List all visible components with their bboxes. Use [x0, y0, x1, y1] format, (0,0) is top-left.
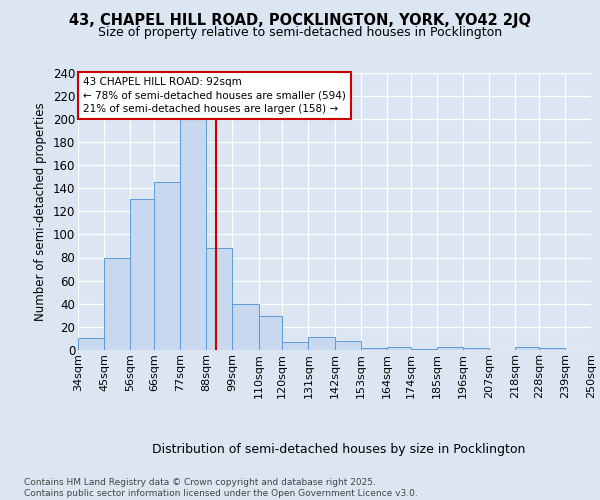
Bar — [539, 348, 565, 350]
Bar — [387, 346, 410, 350]
Bar — [335, 341, 361, 350]
Text: Size of property relative to semi-detached houses in Pocklington: Size of property relative to semi-detach… — [98, 26, 502, 39]
Bar — [591, 346, 600, 350]
Bar — [130, 198, 154, 350]
Bar — [410, 349, 437, 350]
Bar — [463, 348, 489, 350]
Text: Distribution of semi-detached houses by size in Pocklington: Distribution of semi-detached houses by … — [152, 442, 526, 456]
Y-axis label: Number of semi-detached properties: Number of semi-detached properties — [34, 102, 47, 320]
Bar — [78, 338, 104, 350]
Text: 43 CHAPEL HILL ROAD: 92sqm
← 78% of semi-detached houses are smaller (594)
21% o: 43 CHAPEL HILL ROAD: 92sqm ← 78% of semi… — [83, 77, 346, 114]
Bar — [104, 258, 130, 350]
Bar — [154, 182, 180, 350]
Bar — [206, 248, 232, 350]
Bar — [282, 342, 308, 350]
Text: 43, CHAPEL HILL ROAD, POCKLINGTON, YORK, YO42 2JQ: 43, CHAPEL HILL ROAD, POCKLINGTON, YORK,… — [69, 12, 531, 28]
Bar — [259, 316, 282, 350]
Bar — [232, 304, 259, 350]
Bar — [361, 348, 387, 350]
Bar — [180, 118, 206, 350]
Bar — [437, 346, 463, 350]
Bar — [515, 346, 539, 350]
Text: Contains HM Land Registry data © Crown copyright and database right 2025.
Contai: Contains HM Land Registry data © Crown c… — [24, 478, 418, 498]
Bar — [308, 338, 335, 350]
